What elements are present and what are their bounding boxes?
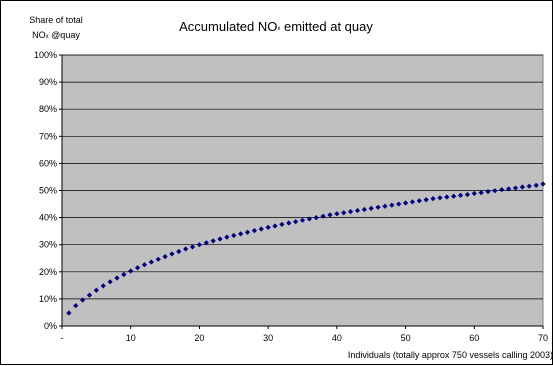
x-tick-label: 20 — [194, 333, 204, 343]
data-point — [279, 221, 285, 227]
y-tick-label: 30% — [39, 240, 57, 250]
x-tick-label: - — [61, 333, 64, 343]
y-axis-label-line2: NOx @quay — [32, 30, 80, 40]
data-point — [210, 238, 216, 244]
data-point — [348, 209, 354, 215]
y-axis: 0% 10% 20% 30% 40% 50% 60% 70% 80% 90% 100% — [34, 50, 63, 331]
data-point — [423, 197, 429, 203]
data-point — [499, 187, 505, 193]
data-series — [66, 181, 546, 316]
data-point — [457, 192, 464, 198]
data-point — [286, 220, 292, 226]
data-point — [148, 259, 154, 265]
data-point — [526, 183, 532, 189]
data-point — [134, 265, 141, 271]
data-point — [451, 193, 457, 199]
data-point — [265, 224, 271, 230]
data-point — [341, 210, 347, 216]
data-point — [80, 297, 86, 303]
y-tick-label: 0% — [44, 321, 57, 331]
data-point — [231, 232, 237, 239]
data-point — [176, 248, 182, 255]
data-point — [196, 242, 203, 248]
data-point — [464, 191, 471, 198]
x-tick-label: 40 — [332, 333, 342, 343]
data-point — [238, 231, 244, 237]
data-point — [512, 185, 519, 191]
data-point — [299, 217, 306, 223]
data-point — [519, 184, 525, 190]
data-point — [478, 190, 484, 196]
y-tick-label: 70% — [39, 131, 57, 141]
data-point — [471, 190, 477, 197]
data-point — [251, 228, 257, 234]
data-point — [217, 236, 223, 242]
data-point — [258, 226, 264, 232]
y-tick-label: 100% — [34, 50, 57, 60]
data-point — [485, 188, 491, 195]
y-tick-label: 80% — [39, 104, 57, 114]
data-point — [162, 254, 168, 260]
data-point — [203, 240, 209, 246]
y-axis-label-line1: Share of total — [29, 15, 83, 25]
data-point — [402, 200, 409, 206]
x-axis-label: Individuals (totally approx 750 vessels … — [348, 350, 553, 360]
data-point — [382, 203, 388, 209]
x-tick-label: 50 — [401, 333, 411, 343]
x-tick-label: 10 — [126, 333, 136, 343]
data-point — [361, 206, 367, 213]
data-point — [368, 205, 374, 211]
data-point — [306, 216, 312, 222]
data-point — [189, 244, 196, 250]
data-point — [121, 271, 127, 278]
gridlines — [62, 54, 543, 300]
chart-title: Accumulated NOx emitted at quay — [179, 19, 373, 34]
data-point — [93, 287, 99, 293]
data-point — [506, 186, 512, 192]
data-point — [409, 199, 416, 205]
data-point — [327, 212, 333, 218]
y-tick-label: 90% — [39, 77, 57, 87]
data-point — [437, 195, 443, 201]
data-point — [313, 215, 319, 221]
data-point — [375, 204, 381, 210]
data-point — [224, 234, 230, 240]
y-tick-label: 60% — [39, 158, 57, 168]
x-tick-label: 70 — [538, 333, 548, 343]
x-tick-label: 30 — [263, 333, 273, 343]
data-point — [114, 275, 120, 281]
x-axis: - 10 20 30 40 50 60 70 — [61, 325, 548, 343]
data-point — [540, 181, 546, 187]
data-point — [66, 310, 72, 316]
data-point — [272, 223, 278, 229]
data-point — [128, 268, 134, 274]
data-point — [444, 194, 450, 200]
y-tick-label: 10% — [39, 294, 57, 304]
data-point — [320, 213, 326, 219]
data-point — [533, 182, 539, 188]
data-point — [492, 188, 498, 194]
data-point — [430, 196, 436, 202]
data-point — [293, 219, 299, 225]
data-point — [100, 283, 106, 289]
data-point — [389, 202, 395, 208]
data-point — [334, 211, 340, 217]
x-tick-label: 60 — [469, 333, 479, 343]
y-tick-label: 20% — [39, 267, 57, 277]
data-point — [396, 201, 402, 207]
data-point — [416, 198, 422, 204]
y-tick-label: 40% — [39, 213, 57, 223]
data-point — [244, 229, 251, 235]
data-point — [141, 262, 148, 268]
data-point — [155, 256, 161, 262]
data-point — [169, 251, 175, 257]
y-tick-label: 50% — [39, 186, 57, 196]
data-point — [86, 292, 93, 298]
data-point — [73, 303, 79, 309]
data-point — [107, 279, 113, 285]
data-point — [354, 207, 361, 214]
data-point — [183, 246, 189, 252]
